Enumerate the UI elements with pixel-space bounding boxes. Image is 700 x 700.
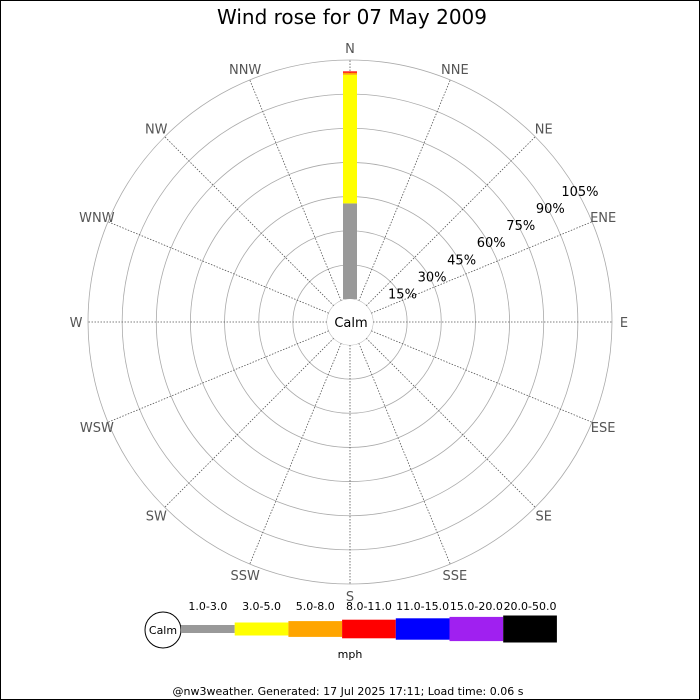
- spoke-nw: [164, 136, 335, 307]
- radial-label-105: 105%: [561, 185, 598, 200]
- legend-label-1.0-3.0: 1.0-3.0: [188, 600, 227, 613]
- footer-text: @nw3weather. Generated: 17 Jul 2025 17:1…: [173, 685, 524, 698]
- direction-label-s: S: [346, 590, 354, 605]
- legend-swatch-3.0-5.0: [234, 622, 289, 636]
- direction-label-ene: ENE: [590, 211, 616, 226]
- direction-spokes: [88, 60, 612, 584]
- spoke-ssw: [249, 343, 342, 565]
- calm-center: Calm: [327, 299, 373, 345]
- bar-segment-n-1.0-3.0: [343, 203, 357, 299]
- legend-label-3.0-5.0: 3.0-5.0: [242, 600, 281, 613]
- spoke-se: [365, 337, 536, 508]
- bar-segment-n-5.0-8.0: [343, 72, 357, 75]
- direction-label-e: E: [620, 316, 628, 331]
- direction-label-sw: SW: [146, 510, 167, 525]
- radial-label-30: 30%: [418, 270, 447, 285]
- spoke-sw: [164, 337, 335, 508]
- direction-label-nne: NNE: [441, 63, 469, 78]
- bar-n: [343, 71, 357, 299]
- radial-label-60: 60%: [477, 236, 506, 251]
- legend-swatch-15.0-20.0: [449, 616, 504, 642]
- direction-label-sse: SSE: [442, 569, 467, 584]
- spoke-wnw: [107, 221, 329, 314]
- spoke-wsw: [107, 330, 329, 423]
- legend-label-11.0-15.0: 11.0-15.0: [396, 600, 449, 613]
- direction-label-wnw: WNW: [79, 211, 115, 226]
- radial-label-15: 15%: [388, 287, 417, 302]
- spoke-ese: [371, 330, 593, 423]
- direction-label-w: W: [70, 316, 83, 331]
- legend: Calm 1.0-3.0 3.0-5.0 5.0-8.0 8.0-11.0 11.0-15…: [144, 600, 557, 661]
- legend-calm-label: Calm: [149, 624, 177, 637]
- direction-labels: N NNE NE ENE E ESE SE SSE S SSW SW WSW W WNW NW NNW: [70, 42, 629, 605]
- legend-swatch-8.0-11.0: [342, 619, 396, 639]
- spoke-sse: [358, 343, 451, 565]
- direction-label-n: N: [345, 42, 355, 57]
- radial-labels: 15%30%45%60%75%90% 105%: [388, 185, 598, 302]
- legend-label-5.0-8.0: 5.0-8.0: [296, 600, 335, 613]
- radial-label-75: 75%: [506, 219, 535, 234]
- grid-ring-105: [87, 59, 613, 585]
- chart-title: Wind rose for 07 May 2009: [217, 5, 487, 29]
- legend-label-20.0-50.0: 20.0-50.0: [504, 600, 557, 613]
- calm-circle: [327, 299, 373, 345]
- calm-label: Calm: [334, 316, 367, 331]
- radial-label-45: 45%: [447, 253, 476, 268]
- direction-label-nw: NW: [145, 122, 168, 137]
- wind-bars: [343, 71, 357, 299]
- legend-swatch-20.0-50.0: [503, 615, 557, 643]
- spoke-ene: [371, 221, 593, 314]
- legend-swatch-11.0-15.0: [395, 618, 450, 640]
- legend-label-8.0-11.0: 8.0-11.0: [346, 600, 392, 613]
- spoke-ne: [365, 136, 536, 307]
- direction-label-wsw: WSW: [80, 421, 114, 436]
- direction-label-ssw: SSW: [230, 569, 260, 584]
- direction-label-se: SE: [536, 510, 552, 525]
- legend-swatch-5.0-8.0: [288, 621, 343, 637]
- radial-label-90: 90%: [536, 202, 565, 217]
- direction-label-ne: NE: [535, 122, 553, 137]
- legend-label-15.0-20.0: 15.0-20.0: [450, 600, 503, 613]
- spoke-nne: [358, 79, 451, 301]
- direction-label-ese: ESE: [591, 421, 616, 436]
- legend-unit: mph: [338, 648, 363, 661]
- spoke-nnw: [249, 79, 342, 301]
- bar-segment-n-8.0-11.0: [343, 71, 357, 73]
- bar-segment-n-3.0-5.0: [343, 74, 357, 204]
- legend-swatch-1.0-3.0: [181, 625, 235, 633]
- direction-label-nnw: NNW: [229, 63, 261, 78]
